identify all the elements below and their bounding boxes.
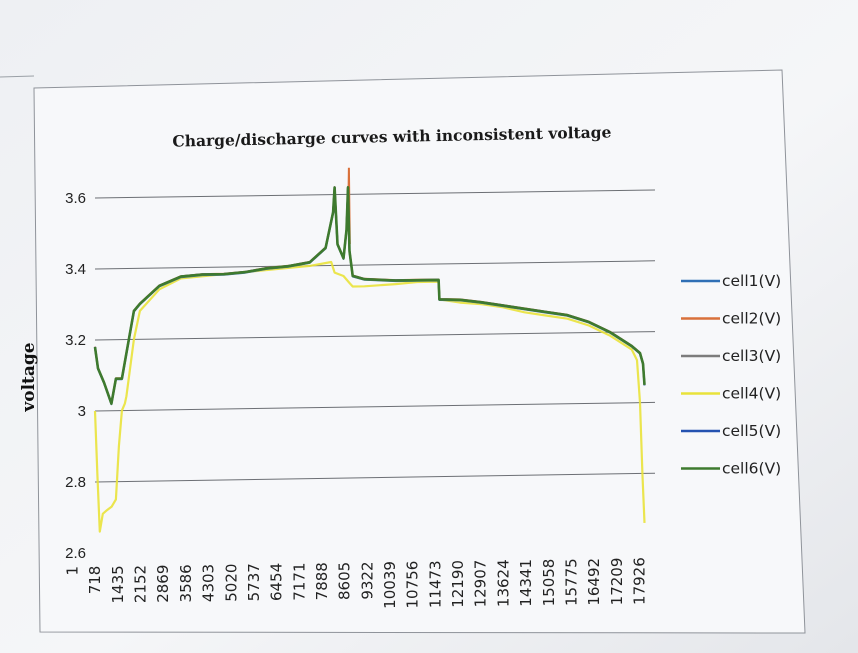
- gridline: [94, 260, 656, 270]
- y-tick-label: 3: [78, 403, 86, 420]
- page-edge-line: [0, 75, 35, 78]
- x-tick-label: 8605: [336, 562, 354, 600]
- x-tick-label: 6454: [268, 563, 286, 601]
- legend-label: cell4(V): [722, 385, 781, 403]
- y-tick-label: 2.8: [65, 474, 86, 491]
- x-tick-label: 10756: [404, 561, 422, 609]
- x-tick-label: 4303: [200, 564, 218, 602]
- x-tick-label: 16492: [585, 558, 603, 606]
- x-tick-label: 12907: [472, 560, 490, 608]
- gridline: [94, 401, 656, 412]
- x-tick-label: 15775: [562, 558, 580, 606]
- x-tick-label: 5737: [245, 563, 263, 601]
- legend-item-cell1: cell1(V): [681, 272, 781, 290]
- y-tick-label: 3.6: [65, 190, 86, 207]
- y-tick-label: 3.2: [65, 332, 86, 349]
- legend-label: cell5(V): [722, 422, 781, 440]
- x-tick-label: 7171: [290, 563, 308, 601]
- x-tick-label: 15058: [540, 559, 558, 607]
- x-tick-label: 1435: [109, 565, 127, 603]
- x-tick-label: 1: [64, 566, 82, 576]
- x-tick-label: 14341: [517, 559, 535, 607]
- x-tick-label: 11473: [426, 560, 444, 608]
- legend-item-cell6: cell6(V): [681, 460, 781, 478]
- x-tick-label: 9322: [358, 561, 376, 599]
- x-tick-label: 17209: [608, 558, 626, 606]
- x-tick-label: 2869: [154, 565, 172, 603]
- gridlines: [94, 189, 656, 483]
- gridline: [94, 472, 656, 483]
- chart-frame: [33, 69, 806, 634]
- legend-item-cell4: cell4(V): [681, 385, 781, 403]
- legend-item-cell2: cell2(V): [681, 310, 781, 328]
- legend-label: cell2(V): [722, 310, 781, 328]
- y-axis-tick-labels: 2.6 2.8 3 3.2 3.4 3.6: [65, 190, 86, 562]
- legend-label: cell1(V): [722, 272, 781, 290]
- y-tick-label: 2.6: [65, 545, 86, 562]
- x-tick-label: 5020: [222, 564, 240, 602]
- series-line-cell4: [93, 260, 646, 533]
- x-tick-label: 13624: [494, 559, 512, 607]
- y-axis-label: voltage: [19, 342, 39, 412]
- x-tick-label: 3586: [177, 564, 195, 602]
- legend-item-cell5: cell5(V): [681, 422, 781, 440]
- x-tick-label: 17926: [631, 557, 649, 605]
- gridline: [94, 189, 656, 199]
- x-tick-label: 7888: [313, 562, 331, 600]
- legend-item-cell3: cell3(V): [681, 347, 781, 365]
- x-tick-label: 10039: [381, 561, 399, 609]
- x-tick-label: 2152: [132, 565, 150, 603]
- legend-label: cell6(V): [722, 460, 781, 478]
- gridline: [94, 331, 656, 341]
- legend: cell1(V) cell2(V) cell3(V) cell4(V) cell5(V)…: [681, 272, 781, 478]
- y-tick-label: 3.4: [65, 261, 86, 278]
- series-line-cell6: [93, 186, 646, 405]
- x-tick-label: 718: [86, 566, 104, 595]
- legend-label: cell3(V): [722, 347, 781, 365]
- x-tick-label: 12190: [449, 560, 467, 608]
- x-axis-tick-labels: 1 718 1435 2152 2869 3586 4303 5020 5737 6454 7171…: [64, 557, 649, 609]
- series-lines: [93, 167, 646, 533]
